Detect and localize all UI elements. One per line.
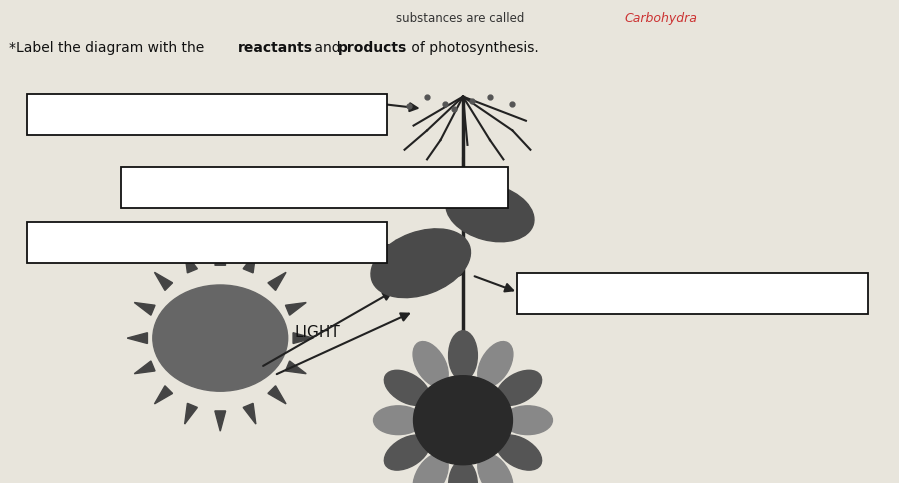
Polygon shape [243,252,256,273]
Ellipse shape [413,341,449,387]
Bar [517,273,868,314]
Polygon shape [215,245,226,265]
Polygon shape [286,361,307,374]
Ellipse shape [446,183,534,242]
Polygon shape [155,386,173,404]
Text: *Label the diagram with the: *Label the diagram with the [9,41,209,55]
Text: and: and [310,41,345,55]
Text: reactants: reactants [238,41,313,55]
Ellipse shape [413,454,449,483]
Ellipse shape [449,331,477,380]
Ellipse shape [371,229,470,298]
Text: of photosynthesis.: of photosynthesis. [407,41,539,55]
Text: Carbohydra: Carbohydra [625,12,698,25]
Bar [121,167,508,208]
Ellipse shape [414,376,512,465]
Ellipse shape [496,370,541,405]
Ellipse shape [477,341,513,387]
Polygon shape [286,302,307,315]
Polygon shape [293,333,313,343]
Ellipse shape [153,285,288,391]
Ellipse shape [477,454,513,483]
Polygon shape [134,302,155,315]
Ellipse shape [496,435,541,470]
Text: products: products [338,41,407,55]
Polygon shape [184,403,198,424]
Ellipse shape [374,406,423,435]
Polygon shape [184,252,198,273]
Text: substances are called: substances are called [396,12,524,25]
Bar [27,94,387,135]
Polygon shape [243,403,256,424]
Polygon shape [268,386,286,404]
Polygon shape [155,272,173,290]
Polygon shape [215,411,226,431]
Polygon shape [134,361,155,374]
Ellipse shape [503,406,552,435]
Bar [27,222,387,263]
Text: LIGHT: LIGHT [295,325,340,341]
Ellipse shape [385,435,430,470]
Polygon shape [128,333,147,343]
Polygon shape [268,272,286,290]
Ellipse shape [449,460,477,483]
Ellipse shape [385,370,430,405]
